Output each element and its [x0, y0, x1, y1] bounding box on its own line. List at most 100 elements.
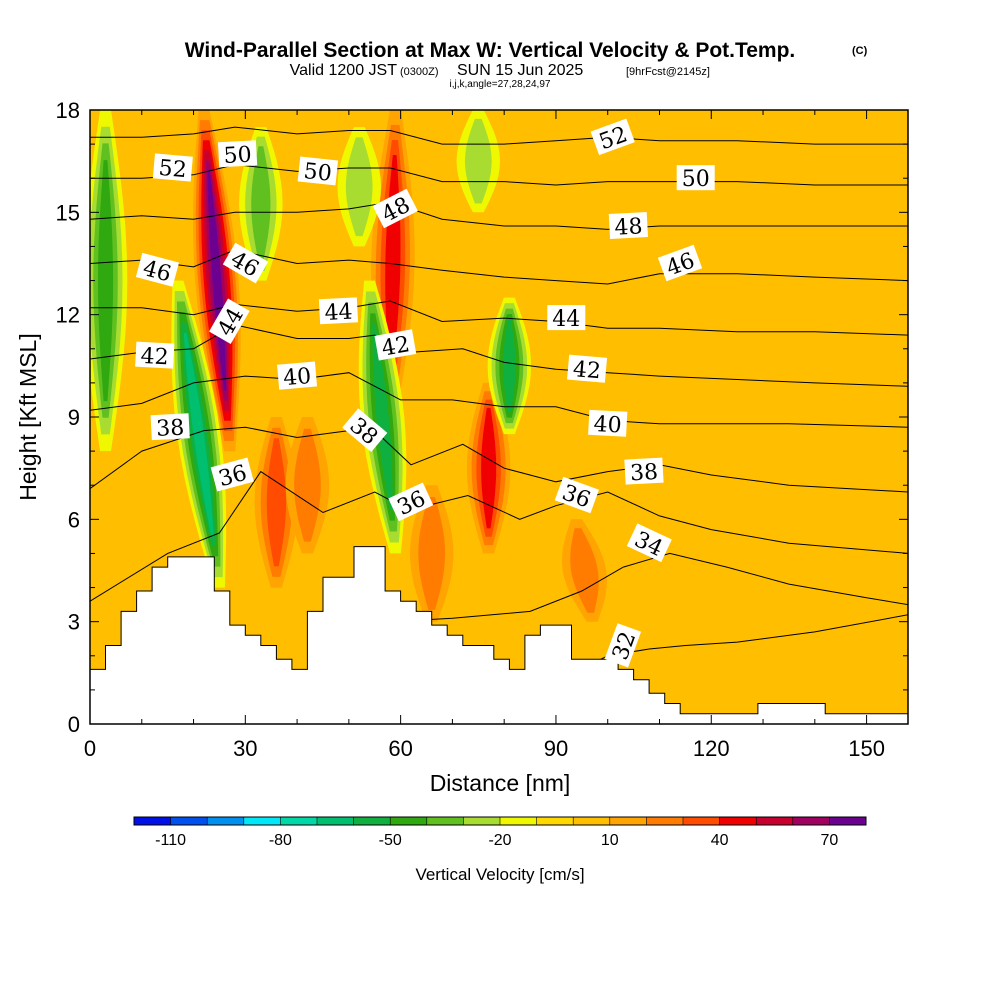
- contour-label-box: [547, 305, 586, 331]
- downdraft-band-level: [251, 146, 271, 262]
- chart-title: Wind-Parallel Section at Max W: Vertical…: [185, 39, 796, 62]
- y-tick-label: 0: [68, 712, 80, 737]
- contour-label-text: 52: [158, 156, 188, 183]
- contour-label-42: 42: [374, 329, 417, 362]
- colorbar-segment: [683, 817, 720, 825]
- contour-label-38: 38: [624, 457, 664, 486]
- x-tick-label: 120: [693, 736, 730, 761]
- contour-label-box: [588, 409, 628, 437]
- contour-label-50: 50: [676, 165, 715, 192]
- contour-label-40: 40: [588, 409, 628, 439]
- colorbar-segment: [390, 817, 428, 825]
- contour-label-box: [342, 408, 388, 453]
- contour-label-box: [135, 252, 180, 287]
- colorbar-segment: [243, 817, 281, 825]
- colorbar-segments: [134, 817, 867, 825]
- contour-label-box: [608, 212, 649, 239]
- contour-label-box: [372, 188, 418, 229]
- contour-label-box: [152, 153, 193, 182]
- y-tick-label: 9: [68, 405, 80, 430]
- theta-contour-52: [90, 126, 908, 145]
- downdraft-band-level: [372, 324, 393, 510]
- contour-label-box: [388, 482, 434, 522]
- contour-label-box: [222, 242, 269, 284]
- contour-label-box: [135, 341, 175, 369]
- contour-label-box: [676, 165, 715, 191]
- theta-contour-34: [390, 552, 908, 623]
- colorbar-tick-label: 40: [711, 832, 729, 849]
- x-tick-label: 150: [848, 736, 885, 761]
- x-tick-label: 90: [544, 736, 568, 761]
- colorbar-segment: [829, 817, 867, 825]
- chart-title-block: Wind-Parallel Section at Max W: Vertical…: [185, 39, 868, 90]
- colorbar-tick-label: 70: [821, 832, 839, 849]
- downdraft-band-level: [464, 118, 492, 204]
- colorbar-segment: [719, 817, 757, 825]
- updraft-band-level: [418, 497, 446, 610]
- colorbar-segment: [646, 817, 684, 825]
- updraft-band-level: [294, 428, 321, 542]
- contour-label-box: [297, 156, 339, 186]
- updraft-band-6: [410, 485, 454, 622]
- colorbar-tick-label: 10: [601, 832, 619, 849]
- terrain-profile: [90, 546, 908, 724]
- theta-contours: [90, 126, 908, 724]
- y-tick-label: 18: [56, 98, 80, 123]
- updraft-band-1: [254, 417, 299, 588]
- updraft-band-3: [466, 382, 511, 554]
- colorbar-segment: [426, 817, 464, 825]
- contour-label-text: 44: [552, 307, 580, 332]
- downdraft-band-6: [90, 110, 128, 452]
- y-tick-label: 15: [56, 200, 80, 225]
- x-tick-label: 60: [388, 736, 412, 761]
- colorbar-segment: [134, 817, 171, 825]
- colorbar-tick-labels: -110 -80 -50 -20 10 40 70: [155, 832, 838, 849]
- colorbar-segment: [536, 817, 574, 825]
- contour-label-text: 50: [302, 159, 332, 187]
- colorbar-segment: [353, 817, 391, 825]
- contour-label-box: [210, 457, 254, 492]
- contour-label-box: [554, 476, 600, 514]
- contour-label-38: 38: [150, 413, 190, 442]
- contour-label-42: 42: [135, 341, 175, 370]
- contour-label-box: [374, 329, 417, 361]
- theta-contour-40: [90, 372, 908, 428]
- contour-label-box: [657, 244, 703, 282]
- updraft-band-4: [562, 519, 607, 622]
- colorbar: -110 -80 -50 -20 10 40 70 Vertical Velocity [c…: [133, 816, 867, 884]
- contour-label-box: [150, 413, 190, 441]
- copyright-mark: (C): [852, 45, 868, 57]
- downdraft-band-5: [456, 110, 500, 213]
- x-tick-label: 30: [233, 736, 257, 761]
- contour-label-text: 50: [682, 167, 710, 192]
- downdraft-band-level: [503, 319, 516, 413]
- colorbar-frame: [133, 816, 867, 826]
- contour-label-44: 44: [547, 305, 586, 332]
- theta-contour-46: [90, 249, 908, 285]
- contour-label-box: [209, 298, 250, 344]
- colorbar-segment: [280, 817, 318, 825]
- contour-label-36: 36: [554, 476, 600, 514]
- colorbar-tick-label: -80: [269, 832, 292, 849]
- grid-indices: i,j,k,angle=27,28,24,97: [450, 79, 551, 90]
- contour-label-52: 52: [590, 118, 635, 155]
- y-axis-label: Height [Kft MSL]: [15, 333, 41, 500]
- velocity-bands: [90, 110, 607, 622]
- updraft-band-5: [285, 417, 330, 554]
- contour-label-box: [604, 623, 642, 668]
- contour-label-text: 48: [614, 214, 643, 240]
- colorbar-segment: [792, 817, 830, 825]
- downdraft-band-1: [358, 280, 407, 554]
- contour-label-box: [567, 354, 608, 383]
- y-tick-label: 3: [68, 610, 80, 635]
- updraft-band-level: [570, 528, 599, 613]
- valid-time-prefix: Valid 1200 JST: [290, 62, 398, 79]
- colorbar-tick-label: -110: [155, 832, 186, 849]
- contour-label-box: [217, 140, 258, 168]
- y-tick-label: 6: [68, 507, 80, 532]
- x-axis-label: Distance [nm]: [430, 770, 571, 796]
- y-tick-label: 12: [56, 303, 80, 328]
